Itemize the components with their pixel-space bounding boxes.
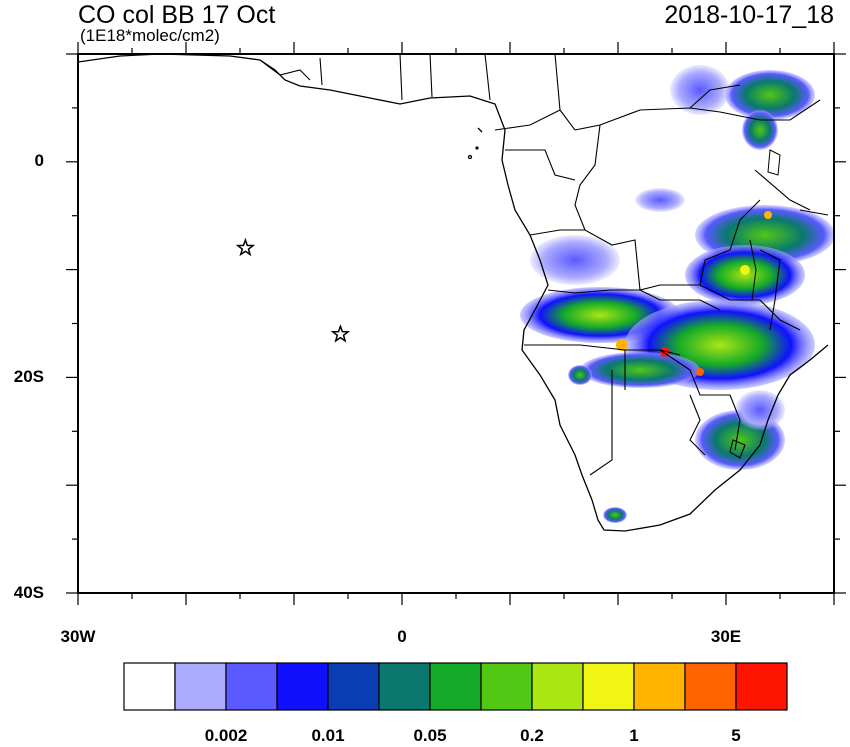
marker-layer xyxy=(235,237,351,343)
colorbar-label-001: 0.01 xyxy=(311,726,345,745)
colorbar-swatch-10 xyxy=(633,662,686,711)
colorbar-swatch-5 xyxy=(378,662,431,711)
colorbar xyxy=(123,662,788,711)
colorbar-label-1: 1 xyxy=(629,726,639,745)
lon-label-30w: 30W xyxy=(60,627,96,646)
star-marker-2 xyxy=(330,324,351,343)
colorbar-swatch-3 xyxy=(276,662,329,711)
lon-label-30e: 30E xyxy=(710,627,742,646)
colorbar-label-02: 0.2 xyxy=(520,726,544,745)
colorbar-swatch-9 xyxy=(582,662,635,711)
colorbar-swatch-4 xyxy=(327,662,380,711)
units-label: (1E18*molec/cm2) xyxy=(80,26,220,45)
map-content xyxy=(78,54,834,593)
datetime-label: 2018-10-17_18 xyxy=(664,1,834,29)
colorbar-label-5: 5 xyxy=(731,726,741,745)
axis-ticks xyxy=(66,42,846,605)
coastline xyxy=(78,54,829,532)
lat-label-0: 0 xyxy=(34,151,44,170)
colorbar-swatch-7 xyxy=(480,662,533,711)
colorbar-swatch-11 xyxy=(684,662,737,711)
co-plume-field xyxy=(520,65,834,523)
lon-label-0: 0 xyxy=(397,627,407,646)
colorbar-label-0002: 0.002 xyxy=(204,726,248,745)
map-title: CO col BB 17 Oct xyxy=(78,1,276,29)
colorbar-swatch-0 xyxy=(123,662,176,711)
lakes xyxy=(749,149,781,301)
lat-label-40s: 40S xyxy=(13,583,44,602)
colorbar-swatch-6 xyxy=(429,662,482,711)
country-borders xyxy=(259,54,829,476)
colorbar-swatch-1 xyxy=(174,662,227,711)
colorbar-swatch-12 xyxy=(735,662,788,711)
lat-label-20s: 20S xyxy=(13,367,44,386)
colorbar-label-005: 0.05 xyxy=(413,726,447,745)
colorbar-swatch-8 xyxy=(531,662,584,711)
colorbar-swatch-2 xyxy=(225,662,278,711)
star-marker-1 xyxy=(235,237,256,257)
